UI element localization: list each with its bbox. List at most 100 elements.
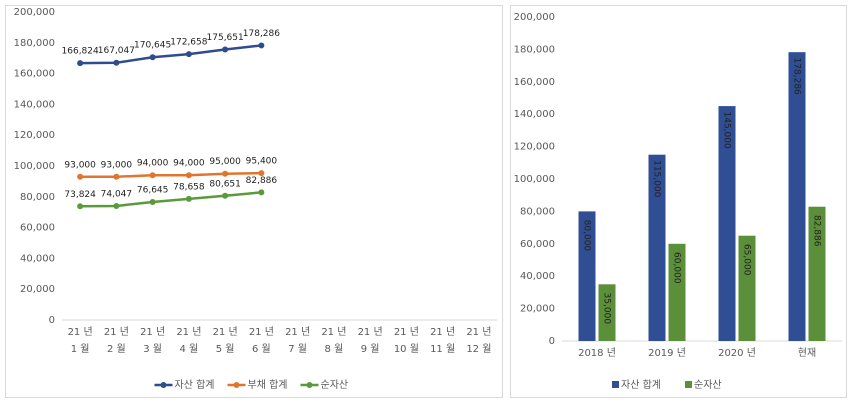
point <box>149 172 156 179</box>
x-tick-label: 2020 년 <box>718 347 756 359</box>
y-tick-label: 60,000 <box>20 223 55 234</box>
data-label: 76,645 <box>137 185 169 195</box>
data-label: 35,000 <box>602 293 612 325</box>
legend-label: 순자산 <box>321 379 349 391</box>
x-tick-label: 21 년 <box>358 326 383 338</box>
legend-label: 순자산 <box>694 379 722 391</box>
line <box>80 44 262 65</box>
point <box>185 195 192 202</box>
x-tick-label: 5 월 <box>216 343 235 355</box>
legend-swatch <box>233 382 240 388</box>
legend-label: 자산 합계 <box>175 379 215 391</box>
data-label: 80,651 <box>209 179 241 189</box>
data-label: 166,824 <box>62 47 99 57</box>
x-tick-label: 21 년 <box>249 326 274 338</box>
x-tick-label: 21 년 <box>430 326 455 338</box>
x-tick-label: 21 년 <box>140 326 165 338</box>
point <box>77 60 84 67</box>
x-tick-label: 12 월 <box>466 343 491 355</box>
x-tick-label: 11 월 <box>430 343 455 355</box>
x-tick-label: 21 년 <box>285 326 310 338</box>
y-tick-label: 0 <box>49 315 55 326</box>
y-tick-label: 20,000 <box>520 304 555 315</box>
data-label: 95,400 <box>246 157 278 167</box>
x-tick-label: 1 월 <box>71 343 90 355</box>
x-tick-label: 현재 <box>798 347 816 359</box>
data-label: 80,000 <box>582 220 592 252</box>
point <box>113 59 120 66</box>
y-tick-label: 0 <box>549 336 555 347</box>
data-label: 94,000 <box>137 159 169 169</box>
bar <box>598 284 616 341</box>
legend-swatch <box>306 382 313 388</box>
data-label: 93,000 <box>64 160 96 170</box>
data-label: 175,651 <box>207 33 244 43</box>
point <box>185 172 192 179</box>
legend-swatch <box>160 382 167 388</box>
data-label: 170,645 <box>134 41 171 51</box>
y-tick-label: 140,000 <box>14 99 55 110</box>
bar <box>668 243 686 341</box>
data-label: 178,286 <box>243 29 280 39</box>
data-label: 60,000 <box>672 252 682 284</box>
x-tick-label: 3 월 <box>143 343 162 355</box>
point <box>113 173 120 180</box>
y-tick-label: 180,000 <box>14 38 55 49</box>
y-tick-label: 60,000 <box>520 239 555 250</box>
point <box>185 51 192 58</box>
point <box>222 192 229 199</box>
point <box>222 170 229 177</box>
data-label: 82,886 <box>812 215 822 247</box>
data-label: 93,000 <box>101 160 133 170</box>
x-tick-label: 21 년 <box>466 326 491 338</box>
legend-label: 자산 합계 <box>621 379 661 391</box>
x-tick-label: 21 년 <box>176 326 201 338</box>
point <box>258 189 265 196</box>
point <box>222 46 229 53</box>
data-label: 82,886 <box>246 176 278 186</box>
point <box>149 198 156 205</box>
y-tick-label: 100,000 <box>514 174 555 185</box>
x-tick-label: 2018 년 <box>578 347 616 359</box>
x-tick-label: 2 월 <box>107 343 126 355</box>
point <box>258 42 265 49</box>
x-tick-label: 6 월 <box>252 343 271 355</box>
y-tick-label: 120,000 <box>14 130 55 141</box>
point <box>77 203 84 210</box>
bar <box>648 154 666 341</box>
bar <box>808 206 826 341</box>
x-tick-label: 4 월 <box>180 343 199 355</box>
data-label: 145,000 <box>722 111 732 148</box>
y-tick-label: 200,000 <box>14 7 55 18</box>
y-tick-label: 80,000 <box>20 192 55 203</box>
y-tick-label: 80,000 <box>520 206 555 217</box>
y-tick-label: 180,000 <box>514 44 555 55</box>
bar <box>738 235 756 341</box>
data-label: 172,658 <box>170 38 207 48</box>
x-tick-label: 21 년 <box>104 326 129 338</box>
legend-swatch <box>685 381 692 388</box>
data-label: 78,658 <box>173 182 205 192</box>
bar <box>788 52 806 341</box>
line <box>80 191 262 208</box>
bar <box>578 211 596 341</box>
data-label: 65,000 <box>742 244 752 276</box>
data-label: 94,000 <box>173 159 205 169</box>
x-tick-label: 21 년 <box>394 326 419 338</box>
y-tick-label: 160,000 <box>514 77 555 88</box>
bar <box>718 106 736 341</box>
point <box>113 202 120 209</box>
legend-swatch <box>612 381 619 388</box>
legend-label: 부채 합계 <box>248 379 288 391</box>
point <box>258 170 265 177</box>
y-tick-label: 120,000 <box>514 142 555 153</box>
data-label: 74,047 <box>101 189 133 199</box>
x-tick-label: 9 월 <box>361 343 380 355</box>
x-tick-label: 21 년 <box>321 326 346 338</box>
panel <box>5 5 503 398</box>
x-tick-label: 8 월 <box>325 343 344 355</box>
x-tick-label: 7 월 <box>288 343 307 355</box>
y-tick-label: 100,000 <box>14 161 55 172</box>
